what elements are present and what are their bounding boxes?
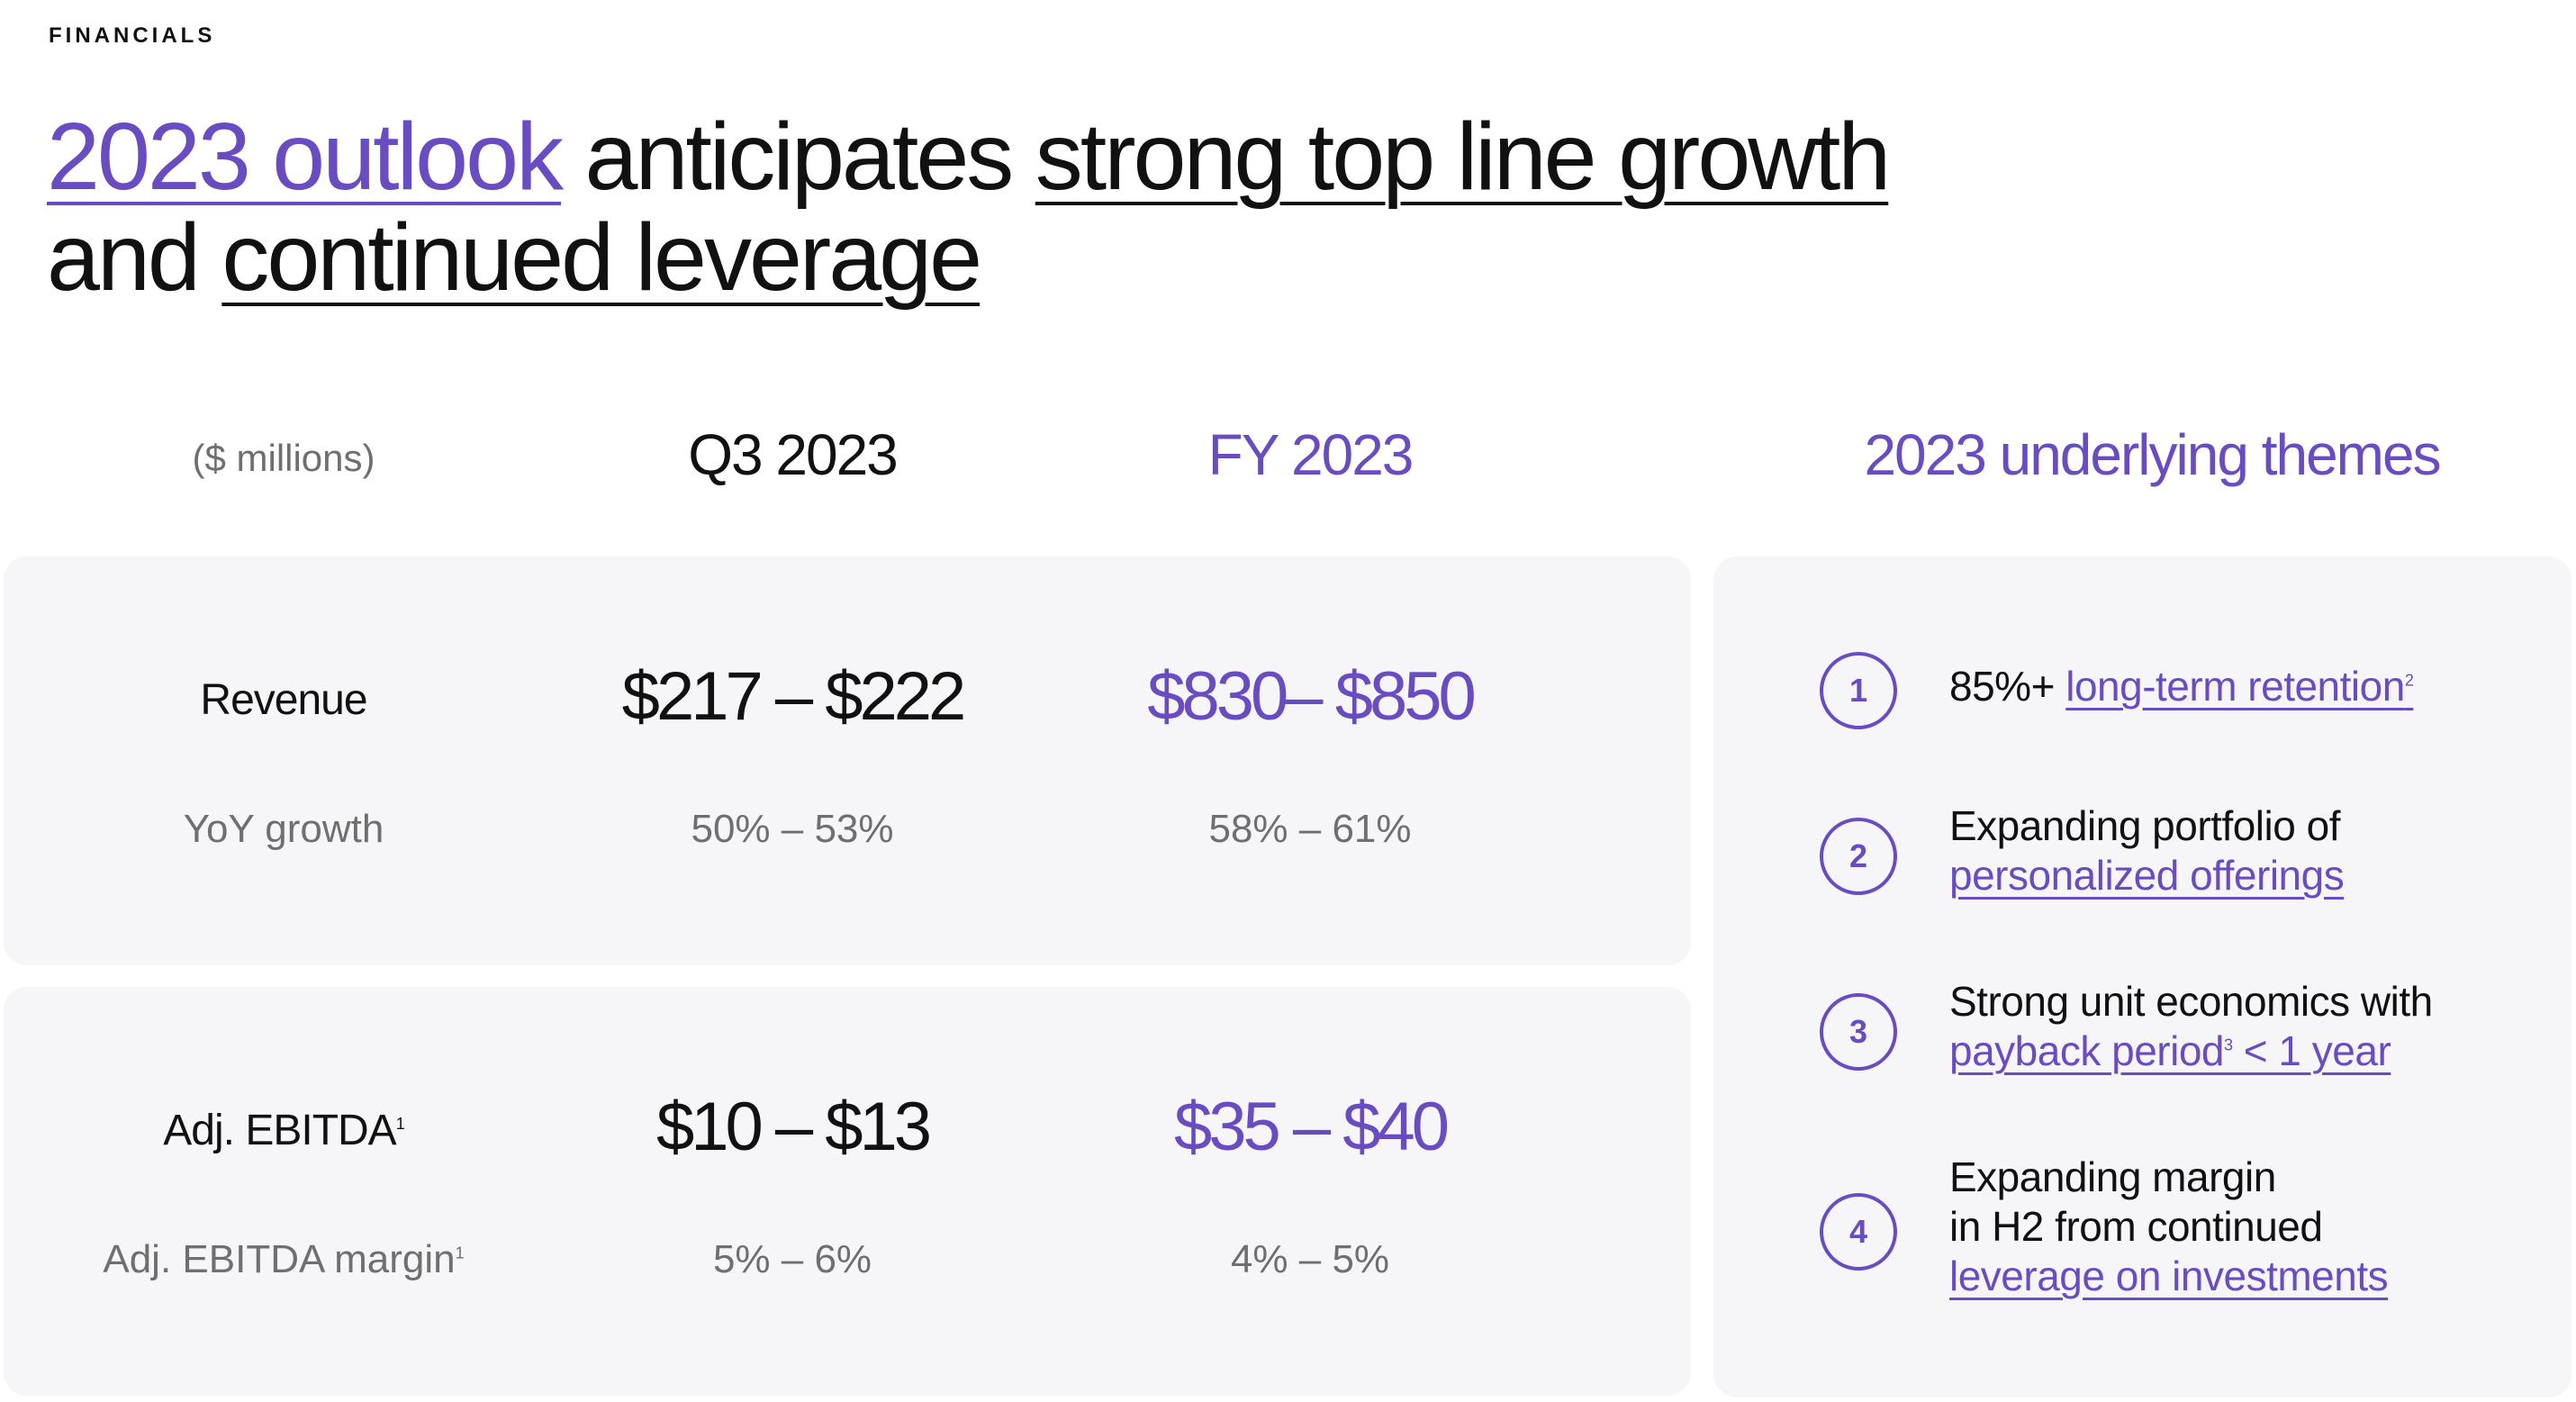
theme-4-link[interactable]: leverage on investments: [1949, 1253, 2389, 1299]
revenue-q3-value: $217 – $222: [621, 658, 967, 735]
fy-2023-column-header: FY 2023: [1207, 422, 1415, 487]
theme-1-text: 85%+: [1949, 663, 2066, 710]
theme-4-text-a: Expanding margin: [1949, 1153, 2276, 1200]
theme-3-link-text-b: < 1 year: [2232, 1027, 2391, 1074]
theme-1-link[interactable]: long-term retention2: [2065, 663, 2414, 710]
ebitda-margin-q3-value: 5% – 6%: [712, 1237, 872, 1281]
themes-title: 2023 underlying themes: [1864, 422, 2441, 487]
theme-1-link-text: long-term retention: [2065, 663, 2405, 710]
yoy-growth-q3-value: 50% – 53%: [691, 807, 894, 851]
theme-2-text: Expanding portfolio of: [1949, 802, 2340, 849]
adj-ebitda-margin-label-text: Adj. EBITDA margin: [103, 1237, 456, 1281]
headline-growth: strong top line growth: [1035, 104, 1891, 210]
ebitda-fy-value: $35 – $40: [1173, 1089, 1450, 1165]
theme-3-footnote: 3: [2223, 1036, 2233, 1054]
theme-number-1: 1: [1820, 652, 1897, 729]
revenue-fy-value: $830– $850: [1147, 658, 1477, 735]
theme-item-1: 85%+ long-term retention2: [1949, 662, 2544, 711]
theme-item-3: Strong unit economics with payback perio…: [1949, 977, 2544, 1076]
ebitda-card: [4, 987, 1691, 1396]
headline-leverage: continued leverage: [221, 204, 982, 311]
theme-3-text: Strong unit economics with: [1949, 978, 2433, 1025]
theme-3-link-text-a: payback period: [1949, 1027, 2224, 1074]
theme-item-4: Expanding margin in H2 from continued le…: [1949, 1153, 2544, 1301]
q3-2023-column-header: Q3 2023: [688, 422, 899, 487]
theme-3-link[interactable]: payback period3 < 1 year: [1949, 1027, 2391, 1074]
headline-and: and: [47, 204, 222, 311]
yoy-growth-fy-value: 58% – 61%: [1208, 807, 1412, 851]
adj-ebitda-margin-footnote: 1: [455, 1244, 465, 1262]
headline-line-1: 2023 outlook anticipates strong top line…: [47, 106, 2118, 207]
ebitda-q3-value: $10 – $13: [655, 1089, 932, 1165]
headline: 2023 outlook anticipates strong top line…: [47, 106, 2118, 308]
theme-item-2: Expanding portfolio of personalized offe…: [1949, 801, 2544, 900]
yoy-growth-label: YoY growth: [183, 807, 384, 851]
theme-1-footnote: 2: [2404, 671, 2414, 690]
theme-2-link[interactable]: personalized offerings: [1949, 852, 2345, 899]
revenue-label: Revenue: [200, 676, 367, 724]
theme-number-2: 2: [1820, 818, 1897, 895]
headline-outlook: 2023 outlook: [47, 104, 564, 210]
headline-anticipates: anticipates: [561, 104, 1035, 210]
theme-4-text-b: in H2 from continued: [1949, 1203, 2323, 1250]
headline-line-2: and continued leverage: [47, 207, 2118, 308]
units-label: ($ millions): [192, 437, 375, 479]
adj-ebitda-label-text: Adj. EBITDA: [163, 1107, 396, 1154]
theme-number-3: 3: [1820, 993, 1897, 1071]
revenue-card: [4, 556, 1691, 965]
adj-ebitda-footnote: 1: [395, 1115, 405, 1133]
theme-number-4: 4: [1820, 1193, 1897, 1271]
adj-ebitda-margin-label: Adj. EBITDA margin1: [50, 1237, 518, 1282]
ebitda-margin-fy-value: 4% – 5%: [1230, 1237, 1390, 1281]
section-label: FINANCIALS: [49, 23, 216, 48]
adj-ebitda-label: Adj. EBITDA1: [50, 1106, 518, 1155]
